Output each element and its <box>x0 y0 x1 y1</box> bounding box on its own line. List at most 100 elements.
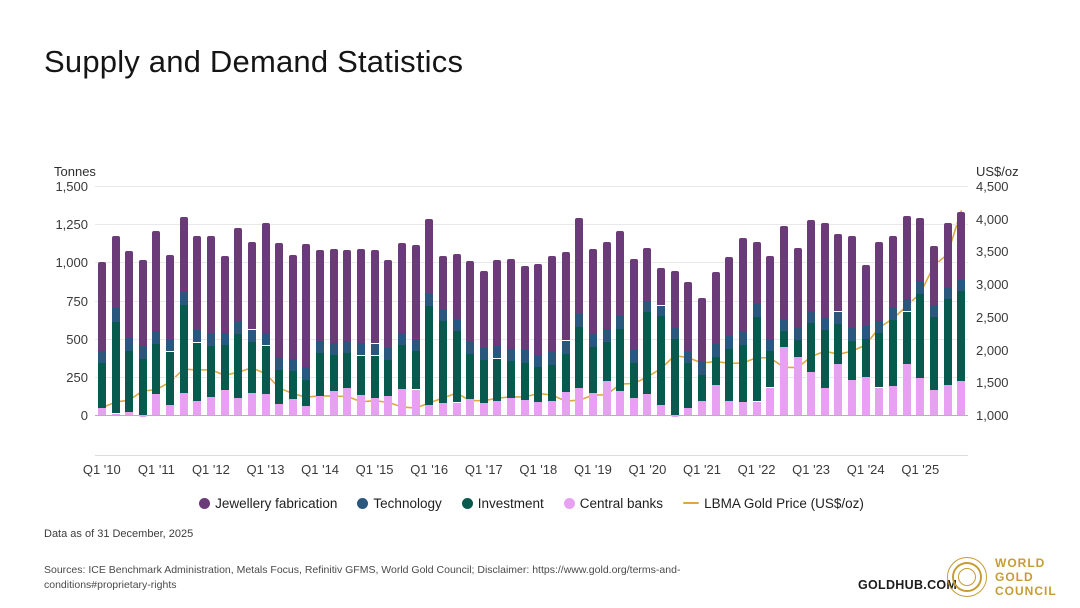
bar-segment-central_banks <box>957 381 966 415</box>
bar-segment-jewellery <box>329 249 338 343</box>
sources-disclaimer: Sources: ICE Benchmark Administration, M… <box>44 564 681 591</box>
bar-segment-technology <box>779 318 788 331</box>
legend-dot-icon <box>199 497 211 509</box>
bar-segment-technology <box>588 334 597 347</box>
bar-segment-central_banks <box>370 397 379 415</box>
legend-item-central_banks[interactable]: Central banks <box>563 496 663 511</box>
bar-segment-investment <box>602 341 611 381</box>
bar-segment-central_banks <box>575 388 584 415</box>
bar-segment-jewellery <box>684 282 693 351</box>
bar-segment-central_banks <box>725 401 734 415</box>
bar-segment-jewellery <box>698 298 706 363</box>
bar-segment-technology <box>616 315 625 329</box>
bar-segment-central_banks <box>193 400 202 415</box>
bar-segment-central_banks <box>275 404 284 415</box>
bar-segment-technology <box>316 341 325 354</box>
x-axis-tick-label: Q1 '15 <box>355 462 394 477</box>
gridline <box>95 186 968 187</box>
wgc-word-council: COUNCIL <box>995 584 1057 599</box>
x-axis-tick-label: Q1 '24 <box>846 462 885 477</box>
x-axis-tick-label: Q1 '14 <box>301 462 340 477</box>
bar-segment-jewellery <box>425 218 434 295</box>
right-axis-tick-label: 2,500 <box>976 309 1009 325</box>
bar-segment-investment <box>179 305 188 393</box>
x-axis-tick-label: Q1 '12 <box>191 462 230 477</box>
bar-segment-investment <box>138 358 147 415</box>
plot-bottom-border <box>95 455 968 456</box>
legend-item-price[interactable]: LBMA Gold Price (US$/oz) <box>683 496 864 511</box>
bar-segment-investment <box>670 339 679 415</box>
bar-segment-central_banks <box>425 405 434 415</box>
bar-segment-jewellery <box>738 237 747 332</box>
bar-segment-investment <box>370 355 379 398</box>
bar-segment-technology <box>138 345 147 359</box>
legend-item-jewellery[interactable]: Jewellery fabrication <box>199 496 337 511</box>
legend-dot-icon <box>357 497 369 509</box>
wgc-logo-text: WORLD GOLD COUNCIL <box>995 556 1057 598</box>
bar-segment-investment <box>493 358 502 402</box>
bar-segment-jewellery <box>548 255 556 352</box>
bar-segment-central_banks <box>602 380 611 415</box>
bar-segment-jewellery <box>875 241 884 321</box>
bar-segment-investment <box>807 322 816 372</box>
bar-segment-jewellery <box>220 256 229 333</box>
bar-segment-technology <box>629 350 638 364</box>
bar-segment-central_banks <box>616 391 625 415</box>
right-axis-tick-label: 4,500 <box>976 179 1009 194</box>
legend-item-technology[interactable]: Technology <box>357 496 442 511</box>
bar-segment-technology <box>698 362 706 375</box>
bar-segment-central_banks <box>452 402 461 415</box>
bar-segment-investment <box>684 363 693 409</box>
left-axis-title: Tonnes <box>54 164 96 179</box>
bar-segment-technology <box>261 333 270 346</box>
bar-segment-jewellery <box>807 219 816 311</box>
bar-segment-central_banks <box>125 411 134 415</box>
x-axis-tick-label: Q1 '11 <box>137 462 175 477</box>
bar-segment-technology <box>793 328 802 341</box>
bar-segment-investment <box>411 351 420 390</box>
bar-segment-investment <box>725 349 734 402</box>
legend-item-investment[interactable]: Investment <box>461 496 544 511</box>
bar-segment-technology <box>97 350 106 364</box>
bar-segment-technology <box>411 339 420 352</box>
bar-segment-investment <box>902 311 911 365</box>
bar-segment-technology <box>275 357 284 370</box>
x-axis-tick-label: Q1 '25 <box>901 462 940 477</box>
bar-segment-investment <box>616 328 625 392</box>
bar-segment-investment <box>943 299 952 385</box>
bar-segment-central_banks <box>329 390 338 415</box>
bar-segment-central_banks <box>152 394 161 415</box>
bar-segment-jewellery <box>166 254 174 339</box>
bar-segment-central_banks <box>684 408 693 415</box>
right-axis-tick-label: 3,000 <box>976 277 1009 293</box>
x-axis-tick-label: Q1 '19 <box>573 462 612 477</box>
bar-segment-technology <box>507 348 515 362</box>
bar-segment-central_banks <box>261 394 270 415</box>
bar-segment-central_banks <box>302 405 311 415</box>
bar-segment-technology <box>943 287 952 300</box>
bar-segment-central_banks <box>752 401 761 415</box>
bar-segment-technology <box>520 350 529 363</box>
bar-segment-central_banks <box>520 400 529 415</box>
bar-segment-investment <box>643 311 652 395</box>
bar-segment-investment <box>588 346 597 393</box>
bar-segment-central_banks <box>875 387 884 415</box>
bar-segment-central_banks <box>507 398 515 415</box>
bar-segment-investment <box>929 316 938 390</box>
bar-segment-central_banks <box>834 363 843 415</box>
bar-segment-technology <box>370 343 379 356</box>
bar-segment-technology <box>752 304 761 317</box>
bar-segment-investment <box>220 345 229 391</box>
bar-segment-jewellery <box>711 271 720 345</box>
bar-segment-jewellery <box>288 254 297 359</box>
gridline <box>95 376 968 378</box>
bar-segment-technology <box>902 298 911 312</box>
x-axis-tick-label: Q1 '13 <box>246 462 285 477</box>
bar-segment-investment <box>916 293 925 378</box>
bar-segment-investment <box>548 364 556 402</box>
bar-segment-investment <box>875 333 884 388</box>
bar-segment-jewellery <box>629 259 638 351</box>
bar-segment-jewellery <box>206 236 215 334</box>
bar-segment-jewellery <box>302 244 311 368</box>
bar-segment-central_banks <box>861 376 870 415</box>
